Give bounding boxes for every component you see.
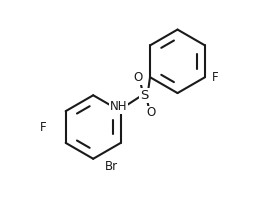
Text: F: F [40, 120, 47, 134]
Text: O: O [133, 71, 143, 84]
Text: O: O [147, 106, 156, 119]
Text: Br: Br [105, 160, 118, 173]
Text: F: F [212, 71, 218, 84]
Text: NH: NH [110, 100, 127, 113]
Text: S: S [141, 89, 149, 102]
